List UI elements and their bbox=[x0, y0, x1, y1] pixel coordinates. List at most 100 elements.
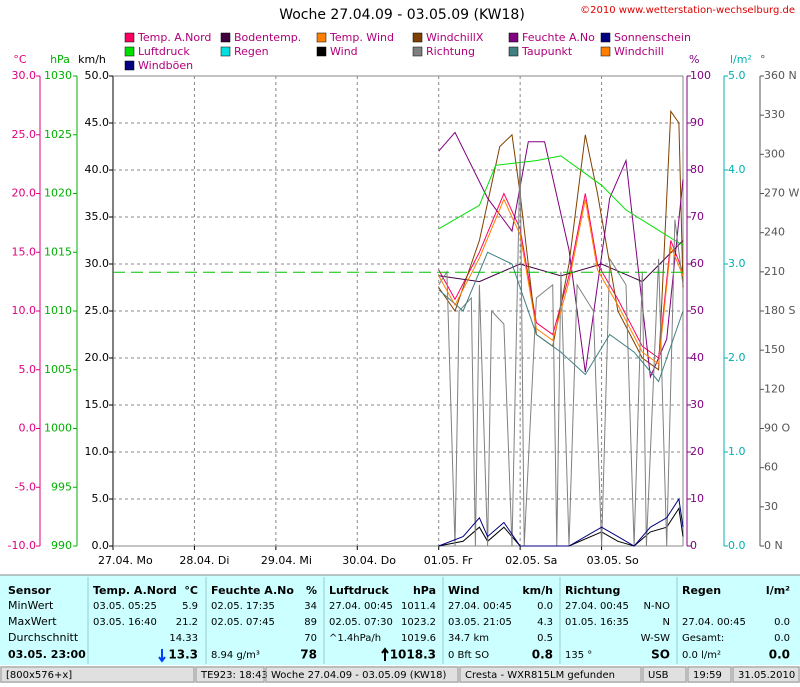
legend-label: Windböen bbox=[138, 59, 193, 72]
column-header: Temp. A.Nord bbox=[93, 584, 177, 597]
cell-right: 34 bbox=[304, 601, 317, 612]
cell-left: 03.05. 16:40 bbox=[93, 617, 157, 628]
y-tick-label: 120 bbox=[764, 382, 785, 395]
cell-right: 0.0 bbox=[769, 648, 790, 662]
x-tick-label: 28.04. Di bbox=[179, 554, 229, 567]
axis-unit: l/m² bbox=[730, 53, 752, 66]
series-line bbox=[438, 497, 684, 547]
cell-left: 03.05. 05:25 bbox=[93, 601, 157, 612]
y-tick-label: -5.0 bbox=[15, 480, 36, 493]
y-tick-label: 70 bbox=[690, 210, 704, 223]
x-tick-label: 27.04. Mo bbox=[98, 554, 153, 567]
sensor-label: MinWert bbox=[8, 599, 54, 612]
y-tick-label: 10.0 bbox=[12, 304, 37, 317]
status-text: 31.05.2010 bbox=[738, 670, 795, 681]
legend-swatch bbox=[600, 46, 611, 57]
y-tick-label: 150 bbox=[764, 343, 785, 356]
y-tick-label: 60 bbox=[764, 461, 778, 474]
cell-left: 27.04. 00:45 bbox=[565, 601, 629, 612]
y-tick-label: 30.0 bbox=[12, 69, 37, 82]
legend-label: Regen bbox=[234, 45, 269, 58]
y-tick-label: 10.0 bbox=[85, 445, 110, 458]
cell-left: 02.05. 07:30 bbox=[329, 617, 393, 628]
legend-swatch bbox=[220, 46, 231, 57]
cell-right: 1019.6 bbox=[401, 633, 436, 644]
column-header: Luftdruck bbox=[329, 584, 390, 597]
status-cell bbox=[642, 666, 687, 683]
status-cell bbox=[459, 666, 642, 683]
legend: Temp. A.Nord Bodentemp. Temp. Wind Windchil… bbox=[124, 31, 691, 72]
status-cell bbox=[687, 666, 732, 683]
sensor-label: MaxWert bbox=[8, 615, 57, 628]
y-tick-label: 0.0 bbox=[19, 422, 37, 435]
copyright: ©2010 www.wetterstation-wechselburg.de bbox=[580, 5, 795, 16]
cell-right: 0.0 bbox=[537, 601, 553, 612]
status-text: Woche 27.04.09 - 03.05.09 (KW18) bbox=[271, 670, 447, 681]
cell-left: 0.0 l/m² bbox=[682, 650, 721, 661]
status-text: [800x576+x] bbox=[6, 670, 72, 681]
cell-left: 02.05. 07:45 bbox=[211, 617, 275, 628]
y-tick-label: 1020 bbox=[44, 187, 72, 200]
y-tick-label: 1030 bbox=[44, 69, 72, 82]
legend-swatch bbox=[412, 32, 423, 43]
axis-unit: ° bbox=[760, 53, 766, 66]
legend-swatch bbox=[124, 60, 135, 71]
x-tick-label: 03.05. So bbox=[587, 554, 639, 567]
legend-swatch bbox=[316, 46, 327, 57]
cell-left: 27.04. 00:45 bbox=[448, 601, 512, 612]
axis-unit: °C bbox=[13, 53, 27, 66]
column-header: Richtung bbox=[565, 584, 620, 597]
column-header: Feuchte A.No bbox=[211, 584, 294, 597]
sensor-label: 03.05. 23:00 bbox=[8, 648, 86, 661]
legend-swatch bbox=[508, 32, 519, 43]
y-tick-label: 0 N bbox=[764, 539, 783, 552]
legend-label: Sonnenschein bbox=[614, 31, 691, 44]
cell-left: 34.7 km bbox=[448, 633, 489, 644]
x-tick-label: 29.04. Mi bbox=[261, 554, 312, 567]
cell-right: 1011.4 bbox=[401, 601, 436, 612]
y-tick-label: 35.0 bbox=[85, 210, 110, 223]
y-tick-label: 300 bbox=[764, 147, 785, 160]
title: Woche 27.04.09 - 03.05.09 (KW18) bbox=[279, 7, 525, 23]
y-tick-label: 990 bbox=[51, 539, 72, 552]
series-line bbox=[438, 155, 684, 246]
y-tick-label: 60 bbox=[690, 257, 704, 270]
cell-left: 0 Bft SO bbox=[448, 650, 489, 661]
legend-swatch bbox=[220, 32, 231, 43]
series-line bbox=[438, 198, 684, 365]
cell-right: N bbox=[663, 617, 670, 628]
legend-label: Feuchte A.No bbox=[522, 31, 595, 44]
cell-right: 0.5 bbox=[537, 633, 553, 644]
legend-swatch bbox=[316, 32, 327, 43]
cell-right: 4.3 bbox=[537, 617, 553, 628]
legend-label: Bodentemp. bbox=[234, 31, 301, 44]
sensor-label: Durchschnitt bbox=[8, 631, 79, 644]
legend-label: Richtung bbox=[426, 45, 475, 58]
legend-swatch bbox=[124, 46, 135, 57]
cell-left: Gesamt: bbox=[682, 633, 724, 644]
cell-left: 27.04. 00:45 bbox=[329, 601, 393, 612]
y-tick-label: 330 bbox=[764, 108, 785, 121]
cell-left: 8.94 g/m³ bbox=[211, 650, 260, 661]
series-line bbox=[438, 507, 684, 547]
cell-left: ^1.4hPa/h bbox=[329, 633, 381, 644]
legend-swatch bbox=[600, 32, 611, 43]
y-tick-label: 25.0 bbox=[12, 128, 37, 141]
legend-label: Wind bbox=[330, 45, 358, 58]
trend-arrow bbox=[158, 649, 166, 663]
column-unit: km/h bbox=[522, 584, 553, 597]
y-tick-label: 50 bbox=[690, 304, 704, 317]
y-tick-label: 0.0 bbox=[728, 539, 746, 552]
status-cell bbox=[265, 666, 459, 683]
y-tick-label: 40.0 bbox=[85, 163, 110, 176]
y-tick-label: 20.0 bbox=[12, 187, 37, 200]
cell-right: 21.2 bbox=[176, 617, 198, 628]
y-tick-label: 0.0 bbox=[92, 539, 110, 552]
legend-label: Luftdruck bbox=[138, 45, 190, 58]
y-tick-label: 5.0 bbox=[19, 363, 37, 376]
y-tick-label: 360 N bbox=[764, 69, 797, 82]
y-tick-label: 240 bbox=[764, 226, 785, 239]
y-tick-label: 40 bbox=[690, 351, 704, 364]
